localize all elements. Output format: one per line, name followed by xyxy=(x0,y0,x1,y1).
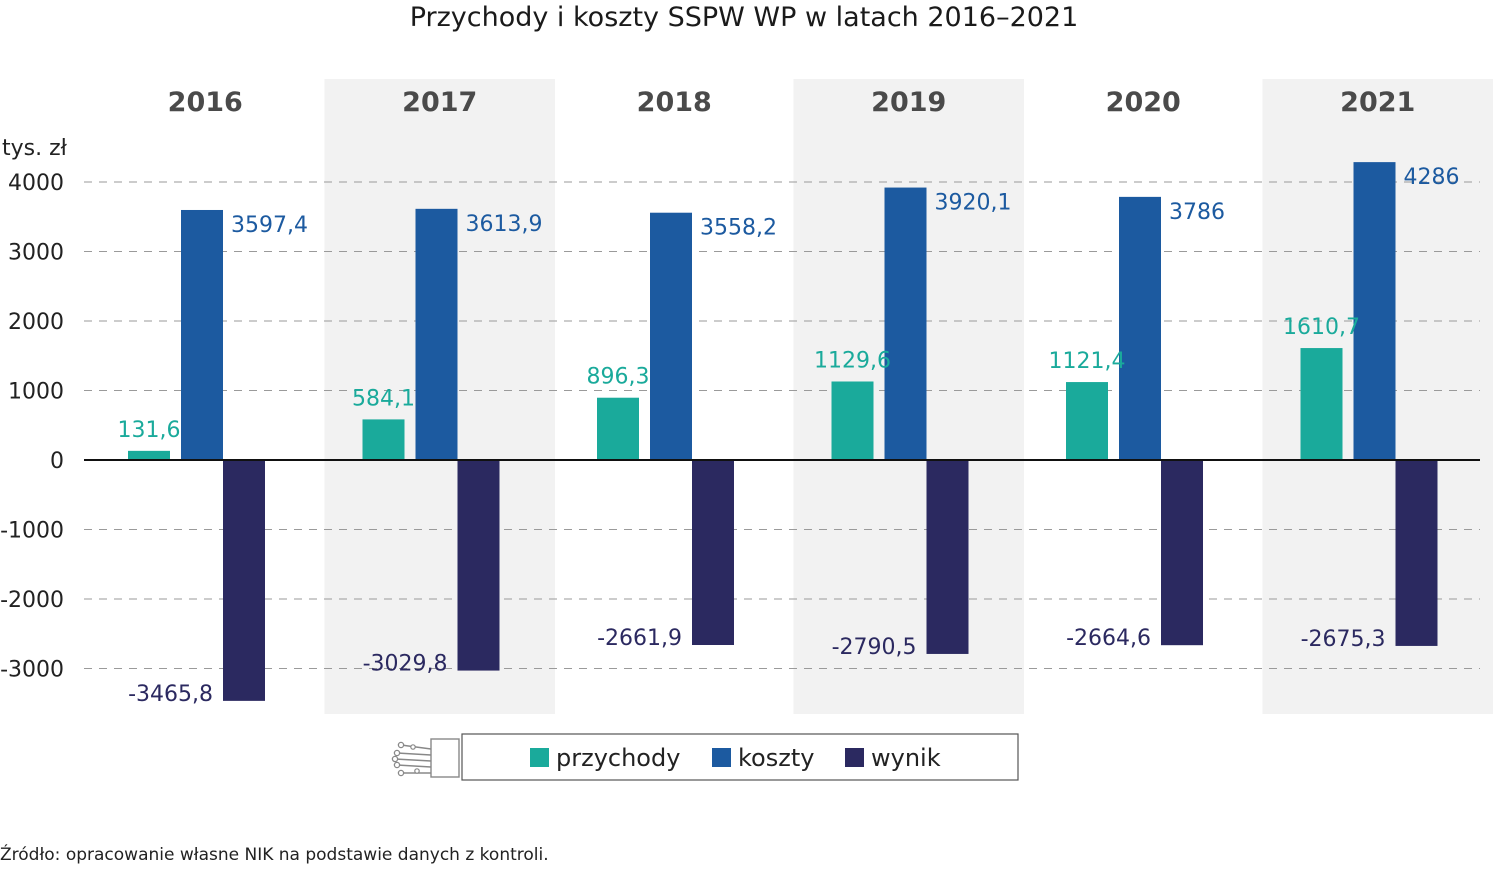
bar-przychody-2021 xyxy=(1300,348,1343,460)
category-label: 2019 xyxy=(871,87,946,118)
data-label-wynik: -3465,8 xyxy=(128,682,213,707)
data-label-koszty: 3558,2 xyxy=(700,216,777,241)
data-label-przychody: 1129,6 xyxy=(814,348,891,373)
category-label: 2016 xyxy=(168,87,243,118)
legend-items: przychody koszty wynik xyxy=(530,744,941,772)
legend-swatch-koszty xyxy=(712,748,731,767)
bar-wynik-2019 xyxy=(926,460,969,654)
y-tick-label: 1000 xyxy=(8,380,64,405)
y-tick-label: 0 xyxy=(50,449,64,474)
bar-wynik-2020 xyxy=(1161,460,1203,646)
bar-wynik-2016 xyxy=(223,460,265,701)
y-axis-ticks: 4000 3000 2000 1000 0 -1000 -2000 -3000 xyxy=(0,171,64,683)
bar-przychody-2020 xyxy=(1066,382,1108,460)
circuit-icon xyxy=(391,738,460,778)
category-label: 2017 xyxy=(402,87,477,118)
data-label-koszty: 4286 xyxy=(1404,165,1460,190)
bar-koszty-2016 xyxy=(181,209,223,460)
bar-koszty-2020 xyxy=(1119,196,1161,461)
data-label-wynik: -2675,3 xyxy=(1301,627,1386,652)
data-label-wynik: -3029,8 xyxy=(363,652,448,677)
bar-wynik-2021 xyxy=(1395,460,1438,646)
bar-wynik-2018 xyxy=(692,460,734,646)
year-labels: 2016 2017 2018 2019 2020 2021 xyxy=(168,87,1416,118)
bar-przychody-2017 xyxy=(362,419,405,460)
legend-label-koszty: koszty xyxy=(738,744,814,772)
legend-label-wynik: wynik xyxy=(871,744,941,772)
data-label-wynik: -2661,9 xyxy=(597,626,682,651)
bar-koszty-2019 xyxy=(884,187,927,461)
data-label-przychody: 131,6 xyxy=(118,418,181,443)
y-tick-label: -2000 xyxy=(0,588,64,613)
chart-title: Przychody i koszty SSPW WP w latach 2016… xyxy=(410,2,1079,33)
bar-koszty-2017 xyxy=(415,208,458,460)
category-label: 2021 xyxy=(1340,87,1415,118)
bar-przychody-2019 xyxy=(831,381,874,460)
category-label: 2020 xyxy=(1106,87,1181,118)
y-axis-unit-label: tys. zł xyxy=(2,136,68,161)
data-label-koszty: 3786 xyxy=(1169,200,1225,225)
data-label-koszty: 3597,4 xyxy=(231,213,308,238)
gridlines xyxy=(84,181,1480,669)
y-tick-label: -3000 xyxy=(0,658,64,683)
bar-koszty-2021 xyxy=(1353,162,1396,461)
legend-swatch-przychody xyxy=(530,748,549,767)
y-tick-label: 3000 xyxy=(8,241,64,266)
bar-koszty-2018 xyxy=(650,212,692,460)
data-label-przychody: 1610,7 xyxy=(1283,315,1360,340)
y-tick-label: 4000 xyxy=(8,171,64,196)
legend-box xyxy=(461,733,1019,781)
data-label-wynik: -2790,5 xyxy=(832,635,917,660)
y-tick-label: -1000 xyxy=(0,519,64,544)
category-label: 2018 xyxy=(637,87,712,118)
legend-swatch-wynik xyxy=(845,748,864,767)
bar-przychody-2018 xyxy=(597,397,639,460)
bar-wynik-2017 xyxy=(457,460,500,671)
source-note: Źródło: opracowanie własne NIK na podsta… xyxy=(0,843,549,865)
data-labels: 131,6 3597,4 -3465,8 584,1 3613,9 -3029,8 896,… xyxy=(118,165,1460,707)
data-label-przychody: 1121,4 xyxy=(1049,349,1126,374)
data-label-przychody: 896,3 xyxy=(587,365,650,390)
data-label-koszty: 3613,9 xyxy=(466,212,543,237)
data-label-wynik: -2664,6 xyxy=(1066,626,1151,651)
data-label-koszty: 3920,1 xyxy=(935,191,1012,216)
legend: przychody koszty wynik xyxy=(391,733,1019,781)
bars xyxy=(128,162,1438,701)
y-tick-label: 2000 xyxy=(8,310,64,335)
data-label-przychody: 584,1 xyxy=(352,386,415,411)
bar-przychody-2016 xyxy=(128,450,170,460)
legend-label-przychody: przychody xyxy=(556,744,680,772)
